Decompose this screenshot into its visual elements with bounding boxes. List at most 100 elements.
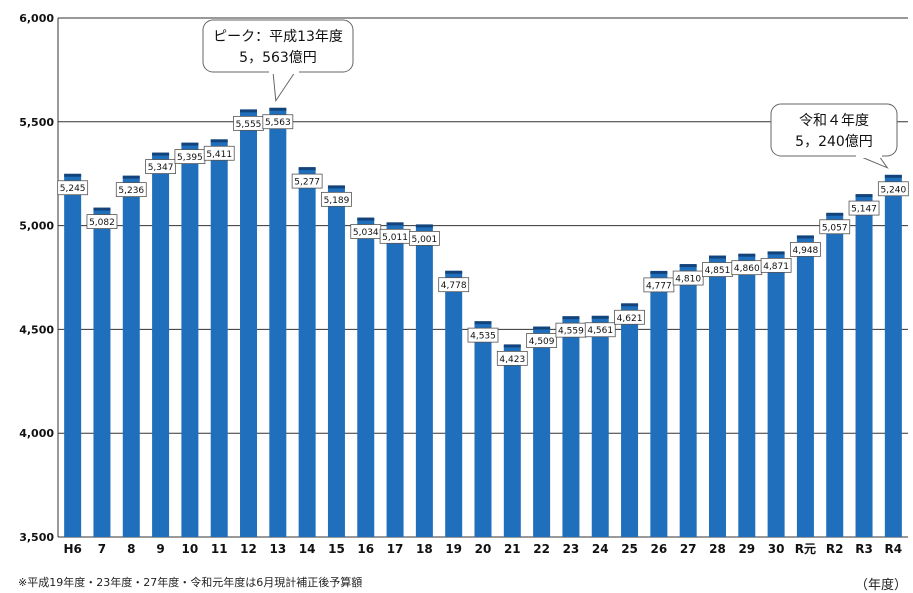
x-axis-unit: （年度） bbox=[855, 578, 908, 593]
x-tick-label: R4 bbox=[885, 542, 903, 556]
data-label: 4,948 bbox=[793, 246, 819, 256]
data-label-box bbox=[877, 181, 909, 197]
bar bbox=[562, 317, 580, 537]
y-tick-label: 4,500 bbox=[19, 323, 54, 336]
bar bbox=[503, 345, 521, 537]
data-label-box bbox=[467, 327, 499, 343]
bar bbox=[474, 322, 492, 537]
data-label: 5,082 bbox=[89, 218, 115, 228]
bar bbox=[122, 176, 140, 538]
y-tick-label: 5,500 bbox=[19, 116, 54, 129]
bar-cap bbox=[64, 173, 82, 177]
data-label: 5,057 bbox=[822, 223, 848, 233]
bar bbox=[415, 225, 433, 537]
data-label: 5,555 bbox=[236, 120, 262, 130]
bar bbox=[445, 271, 463, 537]
data-label-box bbox=[584, 322, 616, 338]
callout-box bbox=[770, 103, 898, 157]
bar bbox=[826, 213, 844, 538]
data-label: 5,395 bbox=[177, 153, 203, 163]
data-label-box bbox=[203, 145, 235, 161]
bar-cap bbox=[93, 207, 111, 211]
bar-cap bbox=[884, 174, 902, 178]
data-label-box bbox=[291, 173, 323, 189]
y-tick-label: 6,000 bbox=[19, 12, 54, 25]
data-label: 4,851 bbox=[705, 266, 731, 276]
data-label-box bbox=[86, 214, 118, 229]
bar-cap bbox=[357, 217, 375, 221]
x-tick-label: R2 bbox=[826, 542, 844, 556]
data-label: 5,411 bbox=[206, 150, 232, 160]
bar-cap bbox=[386, 222, 404, 226]
bar bbox=[738, 254, 756, 537]
x-tick-label: 16 bbox=[357, 542, 374, 556]
bar bbox=[621, 304, 639, 537]
x-tick-label: 14 bbox=[299, 542, 316, 556]
data-label: 5,034 bbox=[353, 228, 379, 238]
bar-cap bbox=[679, 264, 697, 268]
x-tick-label: R元 bbox=[795, 542, 816, 556]
callout-line2: 5，563億円 bbox=[239, 50, 317, 66]
data-label: 5,236 bbox=[118, 186, 144, 196]
bar-cap bbox=[210, 139, 228, 143]
x-tick-label: 28 bbox=[709, 542, 726, 556]
x-tick-label: 23 bbox=[563, 542, 580, 556]
data-label-box bbox=[321, 191, 352, 207]
x-tick-label: 19 bbox=[445, 542, 462, 556]
bar-cap bbox=[445, 270, 463, 274]
bar-cap bbox=[415, 224, 433, 228]
x-tick-label: 20 bbox=[475, 542, 492, 556]
bar-cap bbox=[122, 175, 140, 179]
data-label: 4,778 bbox=[441, 281, 467, 291]
data-label-box bbox=[672, 270, 704, 286]
x-tick-label: R3 bbox=[855, 542, 873, 556]
data-label-box bbox=[790, 241, 821, 257]
x-tick-label: 15 bbox=[328, 542, 345, 556]
bar-cap bbox=[855, 194, 873, 198]
data-label: 4,509 bbox=[529, 337, 555, 347]
x-tick-label: 27 bbox=[680, 542, 697, 556]
x-axis-ticks: H6 7 8 9 10 11 12 13 14 15 16 17 18 19 20 21 22 23 24 25 26 2… bbox=[63, 542, 902, 556]
bar bbox=[386, 223, 404, 537]
x-tick-label: 22 bbox=[533, 542, 550, 556]
bar-cap bbox=[650, 270, 668, 274]
data-label: 4,860 bbox=[734, 264, 760, 274]
bar-cap bbox=[181, 142, 199, 146]
data-label: 5,001 bbox=[411, 235, 437, 245]
bar-cap bbox=[738, 253, 756, 257]
bar bbox=[650, 271, 668, 537]
callout-line1: ピーク：平成13年度 bbox=[213, 29, 343, 45]
data-label: 5,245 bbox=[60, 184, 86, 194]
x-tick-label: 17 bbox=[387, 542, 404, 556]
bar bbox=[327, 186, 345, 538]
bar-cap bbox=[796, 235, 814, 239]
x-tick-label: 30 bbox=[768, 542, 785, 556]
x-tick-label: 10 bbox=[182, 542, 199, 556]
data-label-box bbox=[262, 114, 294, 130]
callout-pointer bbox=[272, 71, 296, 103]
bar-cap bbox=[503, 344, 521, 348]
x-tick-label: 25 bbox=[621, 542, 638, 556]
x-tick-label: 12 bbox=[240, 542, 257, 556]
bar-cap bbox=[708, 255, 726, 259]
bar bbox=[93, 208, 111, 538]
callout-line1: 令和４年度 bbox=[799, 113, 869, 129]
data-label: 4,423 bbox=[499, 355, 525, 365]
x-tick-label: 13 bbox=[269, 542, 286, 556]
bar bbox=[269, 108, 287, 538]
data-label-box bbox=[760, 257, 792, 273]
data-label-box bbox=[819, 219, 851, 235]
bar-cap bbox=[240, 109, 258, 113]
x-tick-label: 11 bbox=[211, 542, 228, 556]
data-label: 5,240 bbox=[880, 185, 906, 195]
data-label-box bbox=[115, 182, 147, 198]
y-tick-label: 3,500 bbox=[19, 531, 54, 544]
callout-joint bbox=[269, 69, 299, 74]
bar-cap bbox=[269, 107, 287, 111]
callout-line2: 5，240億円 bbox=[795, 134, 873, 150]
x-tick-label: H6 bbox=[63, 542, 81, 556]
data-label-box bbox=[408, 230, 440, 246]
y-axis-ticks: 3,500 4,000 4,500 5,000 5,500 6,000 bbox=[19, 12, 54, 544]
data-label-box bbox=[496, 350, 528, 366]
bar bbox=[64, 174, 82, 537]
